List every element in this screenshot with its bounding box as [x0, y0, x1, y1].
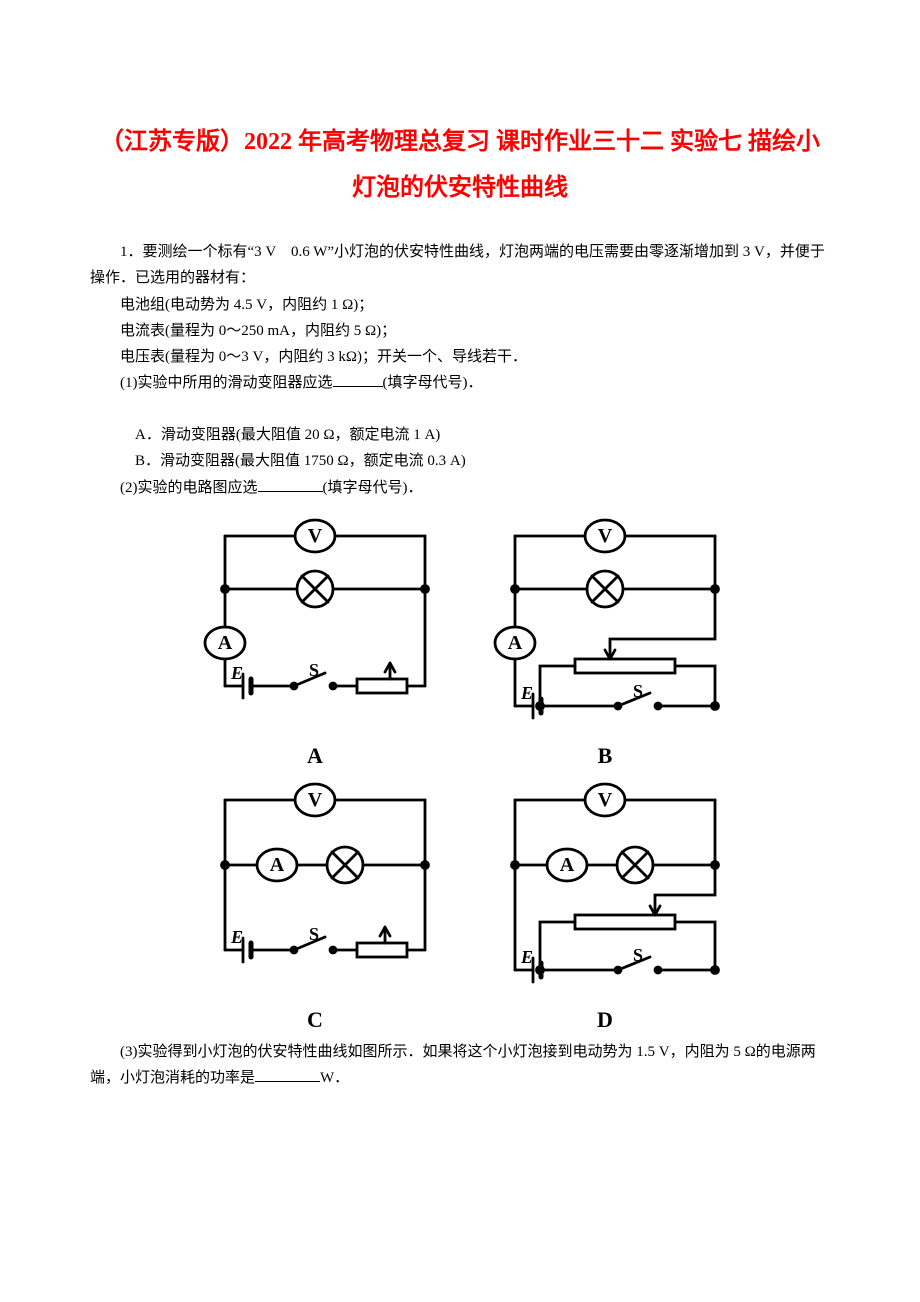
- circuit-d-cell: V A E S D: [475, 775, 735, 1033]
- emf-label: E: [230, 663, 243, 683]
- emf-label: E: [520, 947, 533, 967]
- ammeter-label: A: [270, 854, 285, 876]
- title: （江苏专版）2022 年高考物理总复习 课时作业三十二 实验七 描绘小 灯泡的伏…: [90, 120, 830, 211]
- item-ammeter: 电流表(量程为 0～250 mA，内阻约 5 Ω)；: [90, 318, 830, 344]
- ammeter-label: A: [218, 632, 233, 654]
- circuit-c-caption: C: [307, 1007, 323, 1033]
- switch-label: S: [633, 681, 643, 701]
- blank-1: [333, 371, 383, 387]
- emf-label: E: [230, 927, 243, 947]
- q1-intro: 1．要测绘一个标有“3 V 0.6 W”小灯泡的伏安特性曲线，灯泡两端的电压需要…: [90, 239, 830, 292]
- circuit-a: V A E S: [185, 511, 445, 741]
- sub-2: (2)实验的电路图应选 (填字母代号)．: [90, 475, 830, 501]
- circuits-figure: V A E S A: [90, 511, 830, 1033]
- sub-3: (3)实验得到小灯泡的伏安特性曲线如图所示．如果将这个小灯泡接到电动势为 1.5…: [90, 1039, 830, 1092]
- item-voltmeter: 电压表(量程为 0～3 V，内阻约 3 kΩ)；开关一个、导线若干．: [90, 344, 830, 370]
- option-b: B．滑动变阻器(最大阻值 1750 Ω，额定电流 0.3 A): [90, 448, 830, 474]
- title-line-2: 灯泡的伏安特性曲线: [90, 166, 830, 212]
- spacer: [90, 397, 830, 423]
- question-1: 1．要测绘一个标有“3 V 0.6 W”小灯泡的伏安特性曲线，灯泡两端的电压需要…: [90, 239, 830, 501]
- option-a: A．滑动变阻器(最大阻值 20 Ω，额定电流 1 A): [90, 422, 830, 448]
- sub2-after: (填字母代号)．: [323, 480, 423, 496]
- circuit-row-1: V A E S A: [90, 511, 830, 769]
- circuit-c-cell: V A E S C: [185, 775, 445, 1033]
- switch-label: S: [633, 945, 643, 965]
- circuit-b-caption: B: [598, 743, 613, 769]
- circuit-b: V A E S: [475, 511, 735, 741]
- sub3-text-b: W．: [320, 1070, 349, 1086]
- title-line-1: （江苏专版）2022 年高考物理总复习 课时作业三十二 实验七 描绘小: [90, 120, 830, 166]
- ammeter-label: A: [508, 632, 523, 654]
- circuit-a-caption: A: [307, 743, 323, 769]
- circuit-c: V A E S: [185, 775, 445, 1005]
- circuit-row-2: V A E S C: [90, 775, 830, 1033]
- circuit-d-caption: D: [597, 1007, 613, 1033]
- sub-1: (1)实验中所用的滑动变阻器应选 (填字母代号)．: [90, 370, 830, 396]
- ammeter-label: A: [560, 854, 575, 876]
- sub1-text: (1)实验中所用的滑动变阻器应选: [120, 375, 333, 391]
- circuit-d: V A E S: [475, 775, 735, 1005]
- blank-2: [258, 476, 323, 492]
- blank-3: [255, 1066, 320, 1082]
- emf-label: E: [520, 683, 533, 703]
- sub3-text-a: (3)实验得到小灯泡的伏安特性曲线如图所示．如果将这个小灯泡接到电动势为 1.5…: [90, 1044, 816, 1086]
- switch-label: S: [309, 924, 319, 944]
- sub1-after: (填字母代号)．: [383, 375, 483, 391]
- circuit-b-cell: V A E S B: [475, 511, 735, 769]
- sub2-text: (2)实验的电路图应选: [120, 480, 258, 496]
- circuit-a-cell: V A E S A: [185, 511, 445, 769]
- voltmeter-label: V: [308, 789, 323, 811]
- switch-label: S: [309, 660, 319, 680]
- item-battery: 电池组(电动势为 4.5 V，内阻约 1 Ω)；: [90, 292, 830, 318]
- voltmeter-label: V: [598, 789, 613, 811]
- voltmeter-label: V: [308, 525, 323, 547]
- voltmeter-label: V: [598, 525, 613, 547]
